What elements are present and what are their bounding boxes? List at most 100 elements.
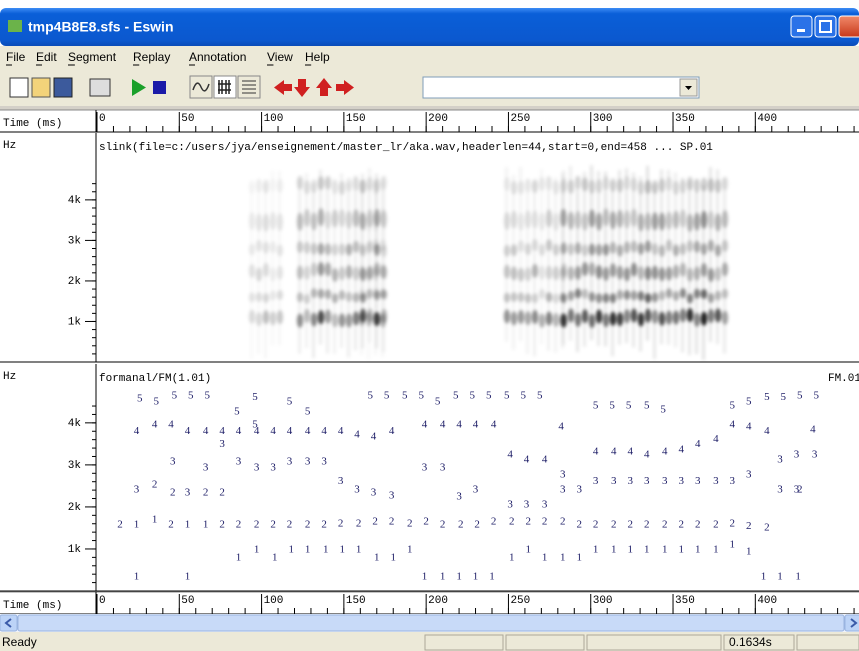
spectrogram-button[interactable] [214, 76, 236, 98]
menu-item[interactable]: Replay [133, 50, 170, 64]
formant-blob [373, 312, 379, 326]
scroll-thumb[interactable] [18, 615, 844, 631]
menu-item[interactable]: View [267, 50, 293, 64]
formant-blob [311, 179, 317, 193]
stop-button[interactable] [153, 81, 166, 94]
formant-blob [325, 176, 331, 190]
formant-blob [256, 312, 262, 326]
formant-point: 5 [188, 389, 194, 401]
formant-blob [603, 244, 609, 256]
save-button[interactable] [54, 78, 72, 97]
formant-blob [638, 266, 644, 280]
formant-blob [532, 264, 538, 278]
formant-point: 1 [134, 519, 140, 531]
menu-item[interactable]: Edit [36, 50, 57, 64]
formant-blob [304, 180, 310, 194]
formant-point: 2 [203, 487, 209, 499]
formant-blob [525, 267, 531, 281]
menu-item[interactable]: Segment [68, 50, 117, 64]
formant-point: 4 [321, 425, 327, 437]
formant-blob [504, 212, 510, 230]
formant-point: 1 [679, 543, 685, 555]
formant-blob [553, 213, 559, 231]
menu-item[interactable]: File [6, 50, 26, 64]
formant-point: 1 [695, 543, 701, 555]
formant-blob [366, 178, 372, 192]
y-tick-label: 3k [68, 460, 82, 472]
formant-point: 4 [730, 418, 736, 430]
formant-blob [722, 240, 728, 252]
formant-blob [561, 294, 567, 304]
formant-point: 3 [270, 461, 276, 473]
formant-blob [532, 310, 538, 324]
formant-blob [652, 243, 658, 255]
formant-blob [359, 243, 365, 255]
maximize-button[interactable] [815, 16, 836, 37]
formant-blob [701, 263, 707, 277]
formant-blob [249, 292, 255, 302]
formant-blob [603, 293, 609, 303]
formant-point: 2 [305, 519, 311, 531]
formant-blob [589, 180, 595, 194]
formant-blob [582, 213, 588, 231]
formant-blob [332, 180, 338, 194]
formant-blob [659, 312, 665, 326]
formant-blob [553, 181, 559, 195]
close-button[interactable] [839, 16, 859, 37]
formant-point: 5 [797, 389, 803, 401]
formant-point: 2 [270, 519, 276, 531]
formant-blob [539, 213, 545, 231]
formant-blob [694, 241, 700, 253]
dropdown[interactable] [423, 77, 699, 98]
formant-blob [568, 212, 574, 230]
formant-point: 1 [236, 551, 242, 563]
print-button[interactable] [90, 79, 110, 96]
formant-point: 1 [489, 571, 495, 583]
formant-blob [332, 313, 338, 327]
formant-blob [249, 180, 255, 194]
formant-blob [694, 179, 700, 193]
formant-blob [553, 244, 559, 256]
formant-blob [694, 289, 700, 299]
formant-blob [546, 266, 552, 280]
minimize-button[interactable] [791, 16, 812, 37]
formant-point: 5 [764, 391, 770, 403]
formant-blob [270, 212, 276, 230]
open-button[interactable] [32, 78, 50, 97]
formant-blob [546, 239, 552, 251]
window-title: tmp4B8E8.sfs - Eswin [28, 19, 174, 35]
formant-blob [701, 178, 707, 192]
formant-blob [339, 290, 345, 300]
formant-blob [589, 262, 595, 276]
menu-item[interactable]: Annotation [189, 50, 246, 64]
formant-point: 1 [576, 551, 582, 563]
formant-blob [687, 268, 693, 282]
scroll-left[interactable] [0, 615, 17, 631]
formant-blob [687, 240, 693, 252]
formant-blob [666, 288, 672, 298]
formant-point: 5 [402, 389, 408, 401]
formant-blob [325, 243, 331, 255]
formant-blob [687, 177, 693, 191]
formant-blob [659, 245, 665, 257]
formant-blob [715, 267, 721, 281]
toolbar-gap [0, 106, 859, 110]
formant-blob [518, 292, 524, 302]
formant-point: 5 [609, 400, 615, 412]
formant-blob [680, 210, 686, 228]
formant-point: 3 [560, 469, 566, 481]
formant-blob [339, 209, 345, 227]
menu-item[interactable]: Help [305, 50, 330, 64]
formant-point: 3 [695, 475, 701, 487]
time-tick-label: 200 [428, 113, 448, 125]
formant-blob [380, 313, 386, 327]
time-tick-label: 100 [264, 113, 284, 125]
formant-blob [325, 211, 331, 229]
panel [0, 133, 859, 362]
formant-blob [277, 266, 283, 280]
formant-point: 4 [287, 425, 293, 437]
formant-point: 5 [593, 400, 599, 412]
new-button[interactable] [10, 78, 28, 97]
formant-blob [546, 209, 552, 227]
formant-point: 1 [134, 571, 140, 583]
